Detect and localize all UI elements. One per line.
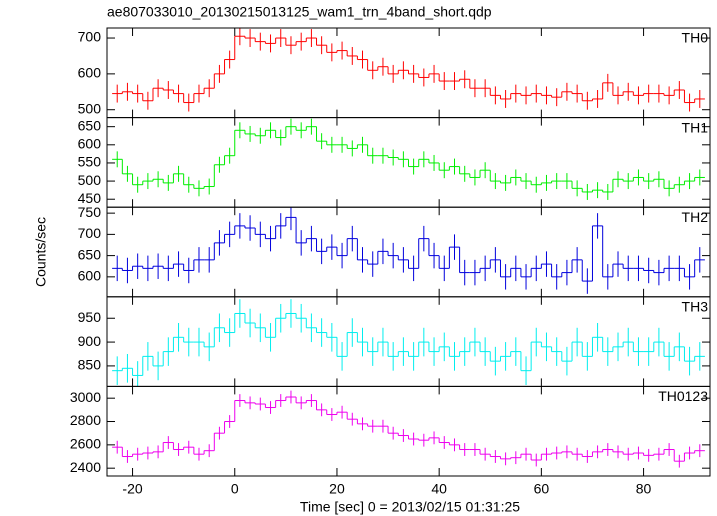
chart-title: ae807033010_20130215013125_wam1_trn_4ban… [107, 4, 492, 20]
y-tick-label: 600 [78, 136, 102, 152]
step-connector [121, 217, 696, 282]
panel-label: TH1 [682, 119, 709, 135]
x-tick-label: 80 [636, 481, 652, 497]
step-connector [121, 397, 696, 462]
y-tick-label: 600 [78, 65, 102, 81]
panel-label: TH0 [682, 30, 709, 46]
y-tick-label: 500 [78, 172, 102, 188]
step-connector [121, 36, 696, 103]
y-tick-label: 2800 [70, 412, 101, 428]
y-tick-label: 700 [78, 225, 102, 241]
y-tick-label: 600 [78, 268, 102, 284]
panel-label: TH3 [682, 299, 709, 315]
panel-frame [106, 206, 711, 298]
y-tick-label: 3000 [70, 389, 101, 405]
y-axis-label: Counts/sec [33, 217, 49, 287]
y-tick-label: 2400 [70, 459, 101, 475]
y-tick-label: 650 [78, 117, 102, 133]
panel-label: TH0123 [658, 388, 708, 404]
y-tick-label: 850 [78, 357, 102, 373]
x-tick-label: 60 [534, 481, 550, 497]
y-tick-label: 450 [78, 190, 102, 206]
y-tick-label: 750 [78, 204, 102, 220]
y-tick-label: 700 [78, 29, 102, 45]
y-tick-label: 650 [78, 246, 102, 262]
y-tick-label: 950 [78, 309, 102, 325]
x-tick-label: -20 [122, 481, 142, 497]
panel-label: TH2 [682, 209, 709, 225]
y-tick-label: 500 [78, 100, 102, 116]
x-tick-label: 20 [329, 481, 345, 497]
x-axis-label: Time [sec] 0 = 2013/02/15 01:31:25 [300, 499, 520, 515]
x-tick-label: 0 [231, 481, 239, 497]
x-tick-label: 40 [431, 481, 447, 497]
y-tick-label: 900 [78, 333, 102, 349]
y-tick-label: 550 [78, 154, 102, 170]
y-tick-label: 2600 [70, 436, 101, 452]
panel-frame [106, 385, 711, 477]
step-connector [121, 313, 696, 376]
